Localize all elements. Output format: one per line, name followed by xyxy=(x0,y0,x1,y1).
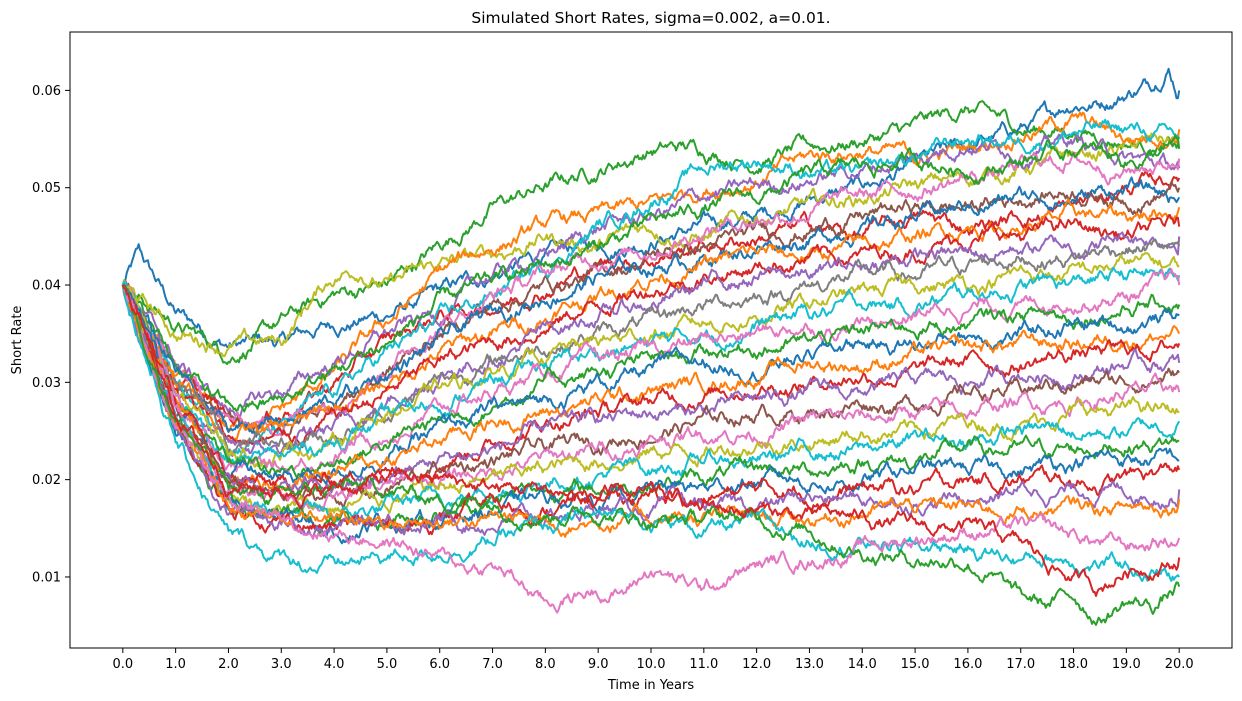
x-tick-label: 17.0 xyxy=(1006,657,1035,672)
x-axis-title: Time in Years xyxy=(607,678,694,693)
y-tick-label: 0.01 xyxy=(32,570,61,585)
y-tick-label: 0.02 xyxy=(32,473,61,488)
series-layer xyxy=(121,67,1181,626)
y-tick-label: 0.04 xyxy=(32,279,61,294)
x-tick-label: 0.0 xyxy=(112,657,133,672)
x-tick-label: 2.0 xyxy=(218,657,239,672)
y-tick-label: 0.05 xyxy=(32,181,61,196)
y-tick-label: 0.03 xyxy=(32,376,61,391)
y-tick-label: 0.06 xyxy=(32,84,61,99)
series-line-23 xyxy=(122,284,1180,510)
series-line-22 xyxy=(121,284,1181,497)
series-line-20 xyxy=(121,284,1181,492)
series-line-1 xyxy=(122,100,1181,366)
x-axis: 0.0 1.0 2.0 3.0 4.0 5.0 6.0 7.0 8.0 9.0 10.0 11.0 12… xyxy=(112,648,1194,672)
series-line-15 xyxy=(121,252,1180,468)
x-tick-label: 1.0 xyxy=(165,657,186,672)
x-tick-label: 13.0 xyxy=(795,657,824,672)
x-tick-label: 9.0 xyxy=(588,657,609,672)
x-tick-label: 8.0 xyxy=(535,657,556,672)
series-line-29 xyxy=(122,284,1181,536)
x-tick-label: 15.0 xyxy=(901,657,930,672)
series-line-4 xyxy=(121,133,1181,419)
y-axis-title: Short Rate xyxy=(10,306,25,375)
series-line-13 xyxy=(121,231,1181,455)
series-line-12 xyxy=(121,214,1181,449)
series-line-9 xyxy=(121,134,1181,413)
series-line-34 xyxy=(122,284,1181,626)
x-tick-label: 5.0 xyxy=(377,657,398,672)
x-tick-label: 10.0 xyxy=(637,657,666,672)
series-line-24 xyxy=(121,284,1181,512)
x-tick-label: 12.0 xyxy=(742,657,771,672)
x-tick-label: 19.0 xyxy=(1112,657,1141,672)
series-line-33 xyxy=(121,284,1181,614)
series-line-17 xyxy=(121,268,1181,474)
x-tick-label: 6.0 xyxy=(429,657,450,672)
series-line-8 xyxy=(122,151,1181,438)
series-line-35 xyxy=(121,284,1181,597)
series-line-2 xyxy=(122,132,1181,358)
x-tick-label: 7.0 xyxy=(482,657,503,672)
x-tick-label: 20.0 xyxy=(1165,657,1194,672)
series-line-14 xyxy=(121,238,1181,457)
series-line-25 xyxy=(121,284,1180,516)
series-line-18 xyxy=(121,284,1181,479)
x-tick-label: 16.0 xyxy=(953,657,982,672)
y-axis: 0.01 0.02 0.03 0.04 0.05 0.06 xyxy=(32,84,70,585)
x-tick-label: 3.0 xyxy=(271,657,292,672)
x-tick-label: 4.0 xyxy=(324,657,345,672)
series-line-6 xyxy=(121,181,1181,436)
x-tick-label: 11.0 xyxy=(689,657,718,672)
x-tick-label: 18.0 xyxy=(1059,657,1088,672)
chart-title: Simulated Short Rates, sigma=0.002, a=0.… xyxy=(471,9,830,27)
series-line-26 xyxy=(122,283,1181,522)
series-line-32 xyxy=(121,284,1181,582)
series-line-0 xyxy=(121,67,1181,349)
x-tick-label: 14.0 xyxy=(848,657,877,672)
